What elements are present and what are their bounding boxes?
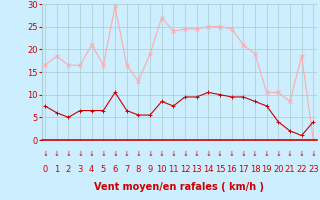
Text: ↓: ↓ [287, 151, 293, 157]
Text: ↓: ↓ [66, 151, 71, 157]
Text: ↓: ↓ [147, 151, 153, 157]
Text: ↓: ↓ [54, 151, 60, 157]
Text: 14: 14 [203, 165, 214, 174]
Text: 0: 0 [43, 165, 48, 174]
Text: Vent moyen/en rafales ( km/h ): Vent moyen/en rafales ( km/h ) [94, 182, 264, 192]
Text: ↓: ↓ [217, 151, 223, 157]
Text: 21: 21 [285, 165, 295, 174]
Text: 15: 15 [215, 165, 225, 174]
Text: ↓: ↓ [124, 151, 130, 157]
Text: 6: 6 [112, 165, 118, 174]
Text: 12: 12 [180, 165, 190, 174]
Text: ↓: ↓ [264, 151, 269, 157]
Text: ↓: ↓ [299, 151, 305, 157]
Text: 9: 9 [148, 165, 153, 174]
Text: 16: 16 [226, 165, 237, 174]
Text: 17: 17 [238, 165, 249, 174]
Text: ↓: ↓ [276, 151, 281, 157]
Text: 7: 7 [124, 165, 129, 174]
Text: 3: 3 [77, 165, 83, 174]
Text: 4: 4 [89, 165, 94, 174]
Text: ↓: ↓ [100, 151, 106, 157]
Text: 22: 22 [296, 165, 307, 174]
Text: ↓: ↓ [182, 151, 188, 157]
Text: ↓: ↓ [194, 151, 200, 157]
Text: ↓: ↓ [171, 151, 176, 157]
Text: 1: 1 [54, 165, 60, 174]
Text: ↓: ↓ [229, 151, 235, 157]
Text: 23: 23 [308, 165, 319, 174]
Text: 13: 13 [191, 165, 202, 174]
Text: 18: 18 [250, 165, 260, 174]
Text: 2: 2 [66, 165, 71, 174]
Text: ↓: ↓ [42, 151, 48, 157]
Text: ↓: ↓ [252, 151, 258, 157]
Text: ↓: ↓ [240, 151, 246, 157]
Text: ↓: ↓ [310, 151, 316, 157]
Text: 11: 11 [168, 165, 179, 174]
Text: 10: 10 [156, 165, 167, 174]
Text: ↓: ↓ [159, 151, 165, 157]
Text: ↓: ↓ [112, 151, 118, 157]
Text: 8: 8 [136, 165, 141, 174]
Text: 5: 5 [101, 165, 106, 174]
Text: ↓: ↓ [205, 151, 211, 157]
Text: ↓: ↓ [135, 151, 141, 157]
Text: 19: 19 [261, 165, 272, 174]
Text: ↓: ↓ [77, 151, 83, 157]
Text: ↓: ↓ [89, 151, 95, 157]
Text: 20: 20 [273, 165, 284, 174]
